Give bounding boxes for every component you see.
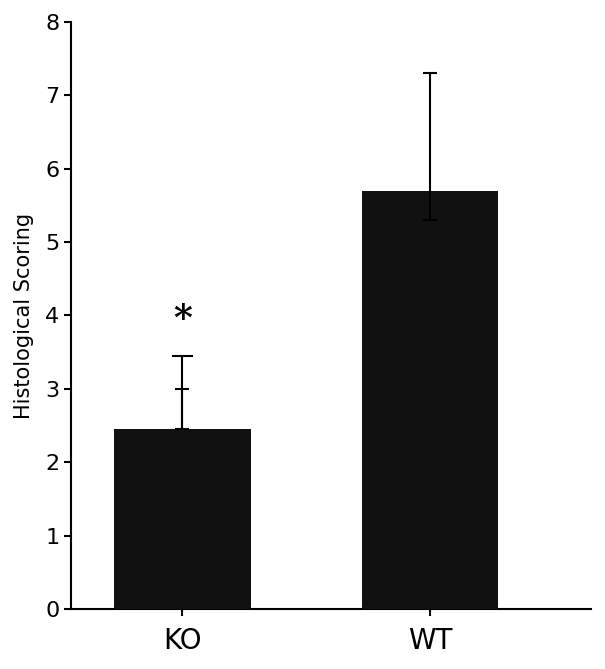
Text: *: *: [173, 302, 192, 336]
Bar: [362, 191, 499, 609]
Y-axis label: Histological Scoring: Histological Scoring: [14, 213, 34, 419]
Bar: [114, 429, 250, 609]
